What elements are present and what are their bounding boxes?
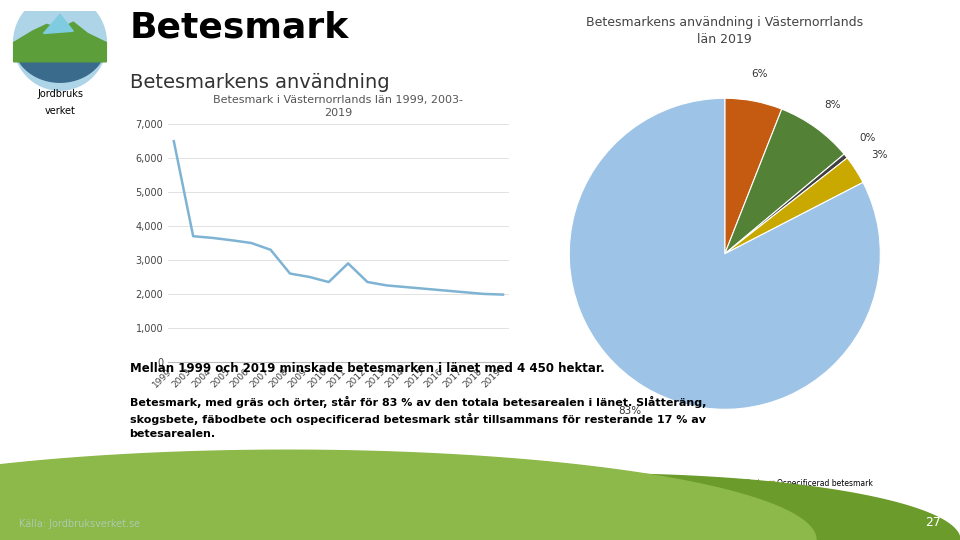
Polygon shape	[43, 14, 73, 33]
Text: 0%: 0%	[859, 133, 876, 144]
Text: 6%: 6%	[751, 69, 767, 78]
Text: 83%: 83%	[618, 406, 641, 416]
Wedge shape	[569, 98, 880, 409]
Polygon shape	[0, 450, 816, 540]
Text: Källa: Jordbruksverket.se: Källa: Jordbruksverket.se	[19, 518, 140, 529]
Text: 3%: 3%	[871, 150, 887, 160]
Text: Betesmark, med gräs och örter, står för 83 % av den totala betesarealen i länet.: Betesmark, med gräs och örter, står för …	[130, 396, 706, 439]
Wedge shape	[725, 109, 844, 254]
Wedge shape	[725, 98, 781, 254]
Legend: Betesmark, Slåtteräng, Skogsbete, Fäbodbete, Ospecificerad betesmark: Betesmark, Slåtteräng, Skogsbete, Fäbodb…	[558, 475, 876, 491]
Polygon shape	[0, 469, 413, 540]
Text: Betesmark: Betesmark	[130, 11, 348, 45]
Circle shape	[13, 0, 107, 90]
Polygon shape	[13, 22, 107, 62]
Text: 27: 27	[924, 516, 941, 529]
Title: Betesmark i Västernorrlands län 1999, 2003-
2019: Betesmark i Västernorrlands län 1999, 20…	[213, 94, 464, 118]
Title: Betesmarkens användning i Västernorrlands
län 2019: Betesmarkens användning i Västernorrland…	[587, 16, 863, 46]
Text: 8%: 8%	[824, 100, 840, 110]
Text: Mellan 1999 och 2019 minskade betesmarken i länet med 4 450 hektar.: Mellan 1999 och 2019 minskade betesmarke…	[130, 362, 605, 375]
Text: Jordbruks: Jordbruks	[37, 89, 83, 99]
Polygon shape	[230, 474, 960, 540]
Wedge shape	[725, 154, 848, 254]
Wedge shape	[725, 158, 863, 254]
Text: verket: verket	[44, 106, 76, 116]
Text: Betesmarkens användning: Betesmarkens användning	[130, 73, 389, 92]
